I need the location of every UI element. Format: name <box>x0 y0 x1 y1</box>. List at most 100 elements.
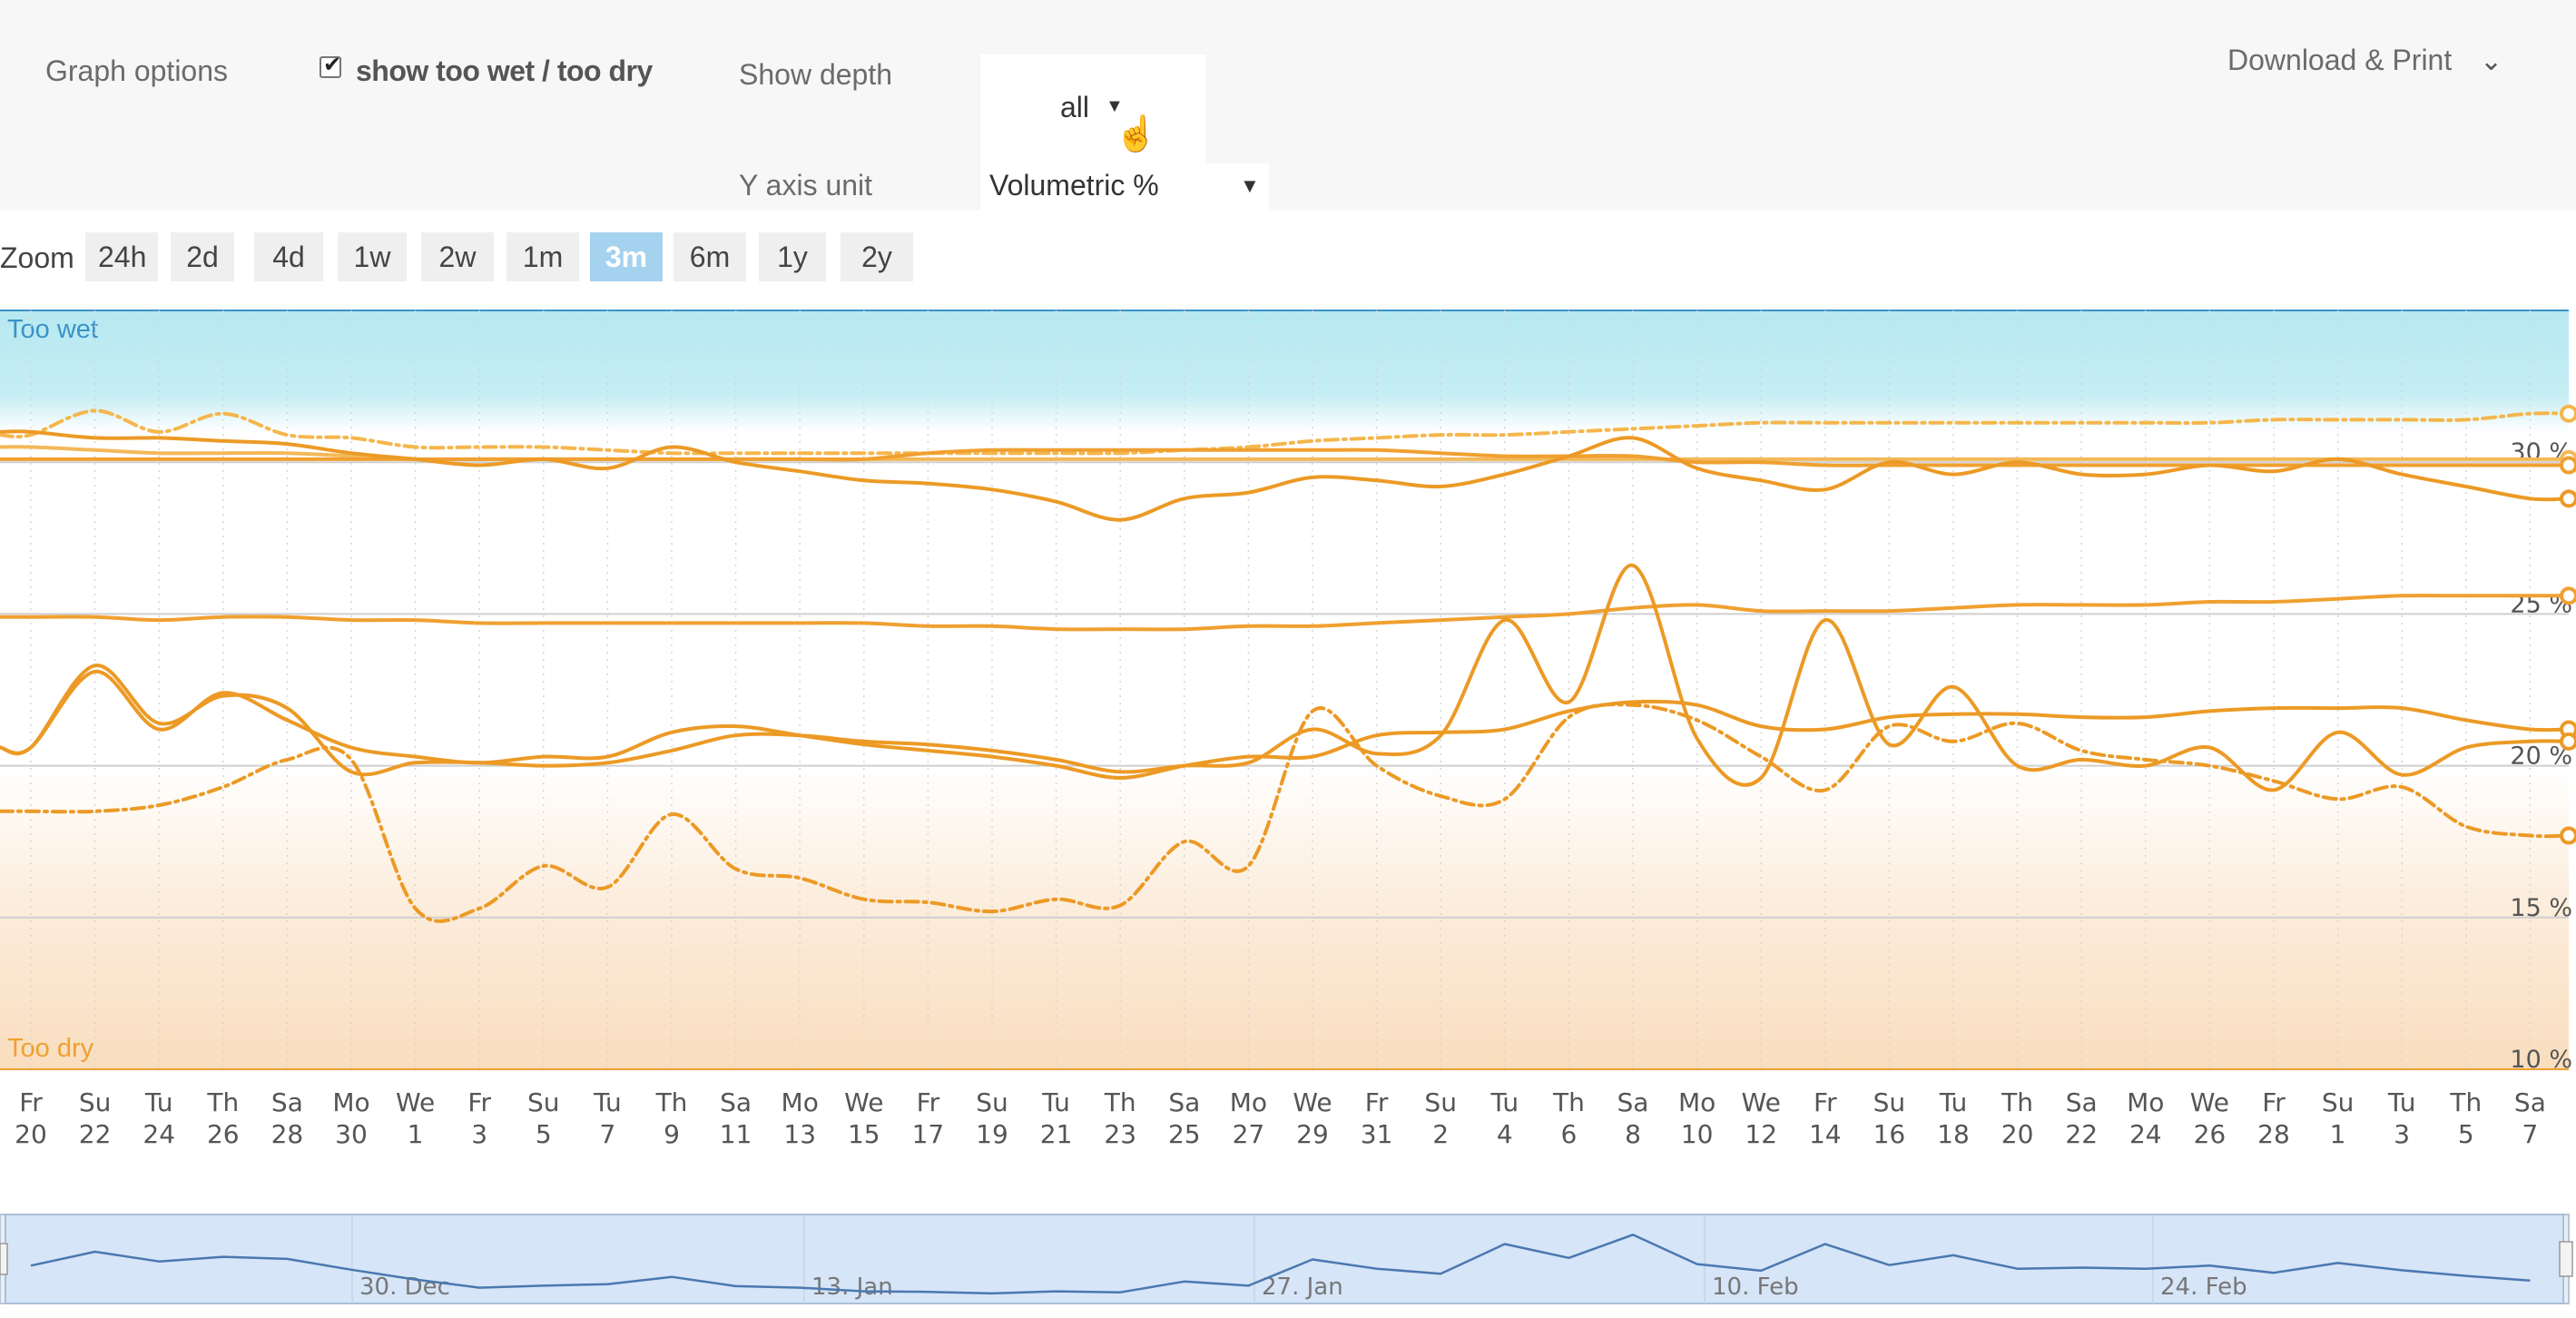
x-tick-date: 12 <box>1745 1119 1777 1149</box>
series-end-marker <box>2560 586 2576 605</box>
x-tick-date: 16 <box>1873 1119 1906 1149</box>
x-tick-day: Su <box>1873 1087 1906 1117</box>
x-tick-date: 14 <box>1809 1119 1842 1149</box>
series-end-marker <box>2560 404 2576 423</box>
x-tick-date: 24 <box>2129 1119 2162 1149</box>
zoom-button-2w[interactable]: 2w <box>421 232 494 281</box>
x-tick-day: Su <box>976 1087 1008 1117</box>
navigator-handle-right <box>2559 1241 2573 1277</box>
x-tick-date: 15 <box>848 1119 880 1149</box>
series-end-marker <box>2560 732 2576 751</box>
x-tick-day: Sa <box>2066 1087 2098 1117</box>
too-wet-dry-checkbox[interactable]: ✔ <box>320 53 341 78</box>
zoom-button-1m[interactable]: 1m <box>506 232 579 281</box>
x-tick-day: Tu <box>144 1087 173 1117</box>
x-tick-date: 7 <box>599 1119 615 1149</box>
x-tick-date: 22 <box>2065 1119 2098 1149</box>
hand-cursor-icon: ☝ <box>1115 115 1158 153</box>
caret-down-icon: ▼ <box>1106 96 1124 116</box>
x-tick-date: 20 <box>15 1119 47 1149</box>
checkmark-icon: ✔ <box>323 53 342 77</box>
x-tick-day: We <box>1742 1087 1781 1117</box>
navigator-label: 27. Jan <box>1262 1274 1343 1301</box>
x-tick-date: 31 <box>1361 1119 1393 1149</box>
navigator-handle-left <box>0 1243 8 1275</box>
x-tick-day: Mo <box>332 1087 369 1117</box>
series-line-5 <box>0 594 2571 632</box>
series-line-1 <box>0 408 2571 456</box>
show-depth-label: Show depth <box>739 58 893 91</box>
x-tick-date: 1 <box>2330 1119 2346 1149</box>
zoom-button-1y[interactable]: 1y <box>759 232 826 281</box>
graph-options-label: Graph options <box>45 54 229 87</box>
zoom-button-3m[interactable]: 3m <box>590 232 663 281</box>
x-tick-date: 2 <box>1432 1119 1449 1149</box>
x-tick-date: 5 <box>536 1119 552 1149</box>
x-tick-date: 4 <box>1497 1119 1513 1149</box>
x-tick-date: 6 <box>1560 1119 1577 1149</box>
x-tick-date: 29 <box>1296 1119 1329 1149</box>
navigator-label: 10. Feb <box>1712 1274 1799 1301</box>
x-tick-day: Sa <box>1168 1087 1200 1117</box>
zoom-button-2d[interactable]: 2d <box>171 232 234 281</box>
navigator-range <box>5 1214 2564 1304</box>
zoom-button-24h[interactable]: 24h <box>85 232 158 281</box>
x-tick-day: Fr <box>917 1087 940 1117</box>
series-end-marker <box>2560 489 2576 508</box>
y-axis-unit-label: Y axis unit <box>739 169 873 202</box>
x-tick-date: 18 <box>1937 1119 1970 1149</box>
x-tick-day: Tu <box>1490 1087 1519 1117</box>
x-tick-day: Su <box>79 1087 112 1117</box>
x-tick-date: 7 <box>2522 1119 2538 1149</box>
navigator-label: 13. Jan <box>811 1274 893 1301</box>
x-tick-day: Th <box>2001 1087 2033 1117</box>
x-tick-date: 11 <box>720 1119 752 1149</box>
depth-select[interactable]: all <box>1060 91 1090 123</box>
download-print-button[interactable]: Download & Print <box>2227 44 2453 76</box>
x-tick-day: Su <box>2322 1087 2355 1117</box>
x-tick-day: Mo <box>1230 1087 1267 1117</box>
x-tick-day: Mo <box>1678 1087 1716 1117</box>
x-tick-day: Su <box>527 1087 560 1117</box>
x-tick-day: Th <box>2449 1087 2482 1117</box>
x-tick-date: 5 <box>2458 1119 2474 1149</box>
x-tick-day: Tu <box>593 1087 622 1117</box>
zoom-button-6m[interactable]: 6m <box>673 232 746 281</box>
y-axis-unit-select[interactable] <box>980 163 1269 211</box>
x-tick-day: Tu <box>1041 1087 1070 1117</box>
x-tick-date: 30 <box>335 1119 368 1149</box>
chevron-down-icon: ⌄ <box>2480 46 2503 76</box>
zoom-button-2y[interactable]: 2y <box>841 232 913 281</box>
x-tick-date: 28 <box>271 1119 304 1149</box>
x-tick-day: We <box>844 1087 883 1117</box>
x-tick-date: 3 <box>2394 1119 2410 1149</box>
x-tick-day: Mo <box>782 1087 819 1117</box>
series-line-7 <box>0 563 2571 792</box>
x-tick-date: 17 <box>912 1119 945 1149</box>
x-tick-day: We <box>2190 1087 2229 1117</box>
x-tick-date: 21 <box>1040 1119 1073 1149</box>
x-tick-day: Th <box>655 1087 688 1117</box>
zoom-button-4d[interactable]: 4d <box>254 232 323 281</box>
y-tick-label: 15 % <box>2510 894 2572 922</box>
too-wet-dry-label: show too wet / too dry <box>356 54 653 87</box>
x-tick-date: 26 <box>207 1119 240 1149</box>
zoom-button-1w[interactable]: 1w <box>338 232 407 281</box>
x-tick-date: 27 <box>1233 1119 1265 1149</box>
x-tick-date: 28 <box>2257 1119 2290 1149</box>
x-tick-date: 24 <box>143 1119 175 1149</box>
x-tick-day: Th <box>1104 1087 1136 1117</box>
too-wet-band <box>0 310 2569 432</box>
x-tick-day: We <box>1293 1087 1332 1117</box>
series-line-8 <box>0 703 2571 923</box>
x-tick-date: 25 <box>1168 1119 1201 1149</box>
series-end-marker <box>2560 456 2576 475</box>
x-tick-date: 10 <box>1681 1119 1714 1149</box>
x-tick-day: Fr <box>1814 1087 1837 1117</box>
too-dry-label: Too dry <box>7 1034 94 1063</box>
navigator-label: 24. Feb <box>2160 1274 2247 1301</box>
x-tick-day: We <box>396 1087 435 1117</box>
x-tick-day: Sa <box>271 1087 303 1117</box>
navigator-series <box>30 1234 2531 1295</box>
graph-options-panel <box>0 0 2576 211</box>
